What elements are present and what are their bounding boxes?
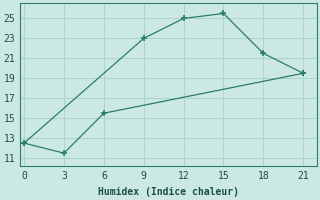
X-axis label: Humidex (Indice chaleur): Humidex (Indice chaleur) [98,186,239,197]
